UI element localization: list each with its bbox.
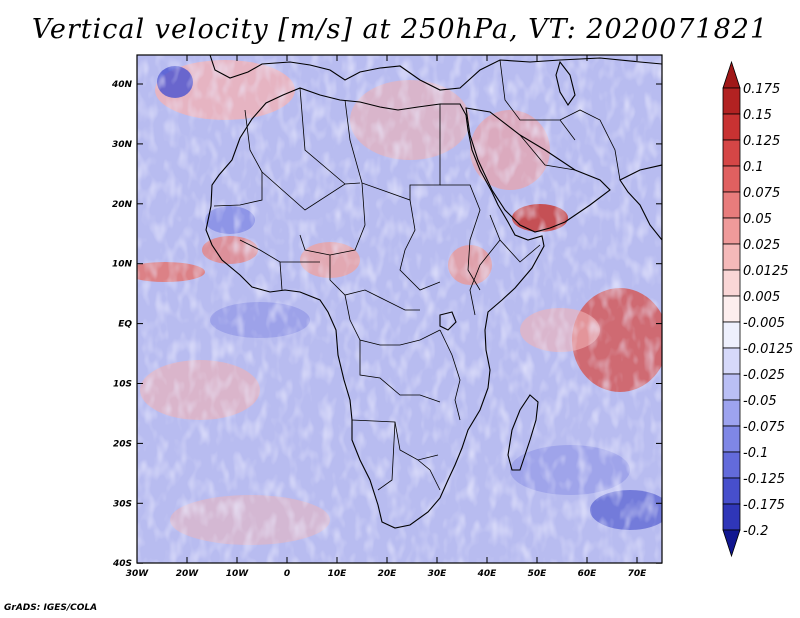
lat-label: EQ <box>118 320 132 330</box>
colorbar-segment <box>722 347 741 375</box>
colorbar-segment <box>722 165 741 193</box>
border-line <box>351 419 439 461</box>
colorbar-label: -0.125 <box>743 472 785 487</box>
lake-victoria-coastline <box>439 311 457 331</box>
colorbar-segment <box>722 503 741 531</box>
colorbar-label: 0.15 <box>743 108 772 123</box>
madagascar-coastline <box>507 394 539 471</box>
border-line <box>279 261 283 291</box>
border-line <box>440 184 481 291</box>
colorbar-segment <box>722 269 741 297</box>
lon-label: 20W <box>176 569 200 579</box>
colorbar-segment <box>722 477 741 505</box>
colorbar-label: -0.0125 <box>743 342 793 357</box>
border-line <box>469 239 501 316</box>
lon-label: 50E <box>528 569 548 579</box>
field-texture <box>137 55 662 563</box>
colorbar-label: -0.05 <box>743 394 777 409</box>
colorbar-label: 0.005 <box>743 290 780 305</box>
colorbar-segment <box>722 87 741 115</box>
colorbar-label: -0.025 <box>743 368 785 383</box>
border-line <box>377 421 396 491</box>
map-panel <box>137 55 662 563</box>
colorbar-bottom-arrow <box>722 529 741 558</box>
colorbar-segment <box>722 295 741 323</box>
colorbar-label: -0.005 <box>743 316 785 331</box>
border-line <box>213 109 263 207</box>
grads-credit: GrADS: IGES/COLA <box>4 603 98 613</box>
colorbar-label: 0.1 <box>743 160 764 175</box>
lat-label: 30S <box>113 499 132 509</box>
colorbar-label: -0.175 <box>743 498 785 513</box>
colorbar-segment <box>722 373 741 401</box>
colorbar-segment <box>722 399 741 427</box>
border-line <box>261 171 361 211</box>
latitude-axis: 40N 30N 20N 10N EQ 10S 20S 30S 40S <box>111 80 662 569</box>
border-line <box>519 134 576 171</box>
colorbar-segment <box>722 191 741 219</box>
lon-label: 30E <box>428 569 448 579</box>
lon-label: 0 <box>284 569 290 579</box>
border-line <box>489 214 541 263</box>
colorbar-segment <box>722 451 741 479</box>
border-line <box>359 340 441 403</box>
lon-label: 20E <box>378 569 398 579</box>
border-line <box>439 329 461 421</box>
lat-label: 40S <box>112 559 132 569</box>
colorbar-segment <box>722 139 741 167</box>
colorbar-label: 0.025 <box>743 238 780 253</box>
colorbar-segment <box>722 425 741 453</box>
colorbar-segment <box>722 321 741 349</box>
colorbar-segment <box>722 217 741 245</box>
lon-label: 60E <box>578 569 598 579</box>
colorbar-top-arrow <box>722 60 741 89</box>
colorbar-label: 0.05 <box>743 212 772 227</box>
colorbar-segment <box>722 113 741 141</box>
colorbar-label: -0.2 <box>743 524 768 539</box>
lon-label: 70E <box>628 569 648 579</box>
lat-label: 10N <box>112 260 133 270</box>
lat-label: 20S <box>113 439 132 449</box>
longitude-axis: 30W 20W 10W 0 10E 20E 30E 40E 50E 60E 70E <box>126 55 647 579</box>
lon-label: 40E <box>477 569 498 579</box>
colorbar-label: -0.075 <box>743 420 785 435</box>
border-line <box>329 255 420 311</box>
arabia-coastline <box>465 107 611 233</box>
map-title: Vertical velocity [m/s] at 250hPa, VT: 2… <box>31 14 769 45</box>
colorbar-label: 0.175 <box>743 82 780 97</box>
coastlines <box>205 55 662 529</box>
border-line <box>399 199 441 291</box>
border-line <box>299 87 346 185</box>
lat-label: 40N <box>111 80 133 90</box>
border-line <box>417 459 441 491</box>
border-line <box>299 182 366 256</box>
colorbar-label: -0.1 <box>743 446 768 461</box>
colorbar-label: 0.125 <box>743 134 780 149</box>
colorbar-label: 0.0125 <box>743 264 789 279</box>
border-line <box>559 109 621 181</box>
border-line <box>499 59 576 141</box>
lat-label: 30N <box>112 140 133 150</box>
india-coastline <box>619 164 662 241</box>
caspian-coastline <box>555 60 576 107</box>
europe-coastline <box>209 55 662 91</box>
colorbar-label: 0.075 <box>743 186 780 201</box>
lon-label: 10W <box>226 569 250 579</box>
colorbar: 0.175 0.15 0.125 0.1 0.075 0.05 0.025 0.0125 0.0… <box>722 60 793 558</box>
country-borders <box>213 59 621 491</box>
lat-label: 20N <box>112 200 133 210</box>
border-line <box>344 294 441 346</box>
lat-label: 10S <box>113 380 132 390</box>
lon-label: 30W <box>126 569 150 579</box>
lon-label: 10E <box>328 569 348 579</box>
africa-coastline <box>205 87 545 529</box>
colorbar-segment <box>722 243 741 271</box>
map-frame <box>136 54 663 564</box>
